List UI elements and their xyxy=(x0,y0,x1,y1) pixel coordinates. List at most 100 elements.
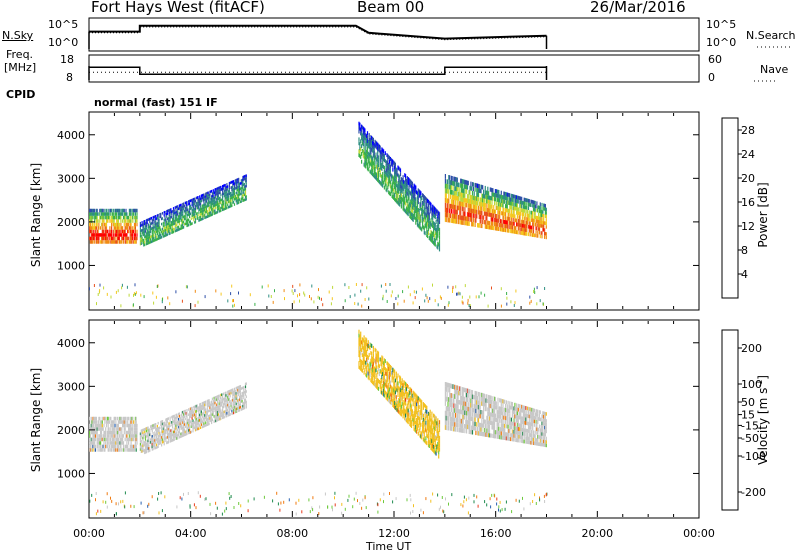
scatter-cell xyxy=(194,421,196,424)
scatter-cell xyxy=(370,150,372,155)
scatter-cell xyxy=(105,416,107,421)
scatter-cell xyxy=(132,448,134,452)
speckle-cell xyxy=(194,304,196,308)
scatter-cell xyxy=(126,233,128,237)
scatter-cell xyxy=(504,228,506,232)
scatter-cell xyxy=(144,445,147,449)
scatter-cell xyxy=(91,437,93,442)
scatter-cell xyxy=(383,358,385,363)
scatter-cell xyxy=(361,141,363,146)
scatter-cell xyxy=(373,170,375,175)
scatter-cell xyxy=(244,404,246,407)
scatter-cell xyxy=(494,193,496,198)
scatter-cell xyxy=(89,444,91,449)
scatter-cell xyxy=(128,434,130,438)
scatter-cell xyxy=(491,217,493,222)
scatter-cell xyxy=(188,421,190,424)
scatter-cell xyxy=(213,212,215,215)
scatter-cell xyxy=(431,215,433,220)
scatter-cell xyxy=(516,211,518,215)
scatter-cell xyxy=(146,229,148,232)
scatter-cell xyxy=(206,407,208,411)
scatter-cell xyxy=(508,212,510,217)
scatter-cell xyxy=(120,222,122,227)
scatter-cell xyxy=(210,403,212,407)
scatter-cell xyxy=(476,200,478,206)
scatter-cell xyxy=(503,215,505,220)
scatter-cell xyxy=(128,448,130,452)
scatter-cell xyxy=(110,208,112,213)
scatter-cell xyxy=(186,414,188,417)
scatter-cell xyxy=(148,241,150,245)
scatter-cell xyxy=(471,199,473,205)
scatter-cell xyxy=(410,396,413,401)
scatter-cell xyxy=(367,375,369,380)
scatter-cell xyxy=(195,423,197,426)
scatter-cell xyxy=(238,404,240,407)
scatter-cell xyxy=(195,428,197,431)
scatter-cell xyxy=(211,418,213,422)
scatter-cell xyxy=(227,393,230,396)
scatter-cell xyxy=(92,208,94,213)
scatter-cell xyxy=(482,202,484,207)
scatter-cell xyxy=(118,416,120,421)
scatter-cell xyxy=(169,232,171,235)
scatter-cell xyxy=(159,231,161,234)
scatter-cell xyxy=(94,448,96,452)
scatter-cell xyxy=(520,208,522,212)
scatter-cell xyxy=(374,375,376,380)
scatter-cell xyxy=(388,367,391,372)
scatter-cell xyxy=(231,412,233,415)
scatter-cell xyxy=(475,213,477,219)
scatter-cell xyxy=(161,230,164,233)
scatter-cell xyxy=(420,203,422,207)
scatter-cell xyxy=(158,434,160,438)
scatter-cell xyxy=(172,210,174,213)
scatter-cell xyxy=(168,219,170,222)
scatter-cell xyxy=(132,416,134,421)
scatter-cell xyxy=(390,389,392,394)
scatter-cell xyxy=(513,206,515,211)
scatter-cell xyxy=(438,235,441,240)
scatter-cell xyxy=(143,238,145,242)
scatter-cell xyxy=(491,225,493,230)
scatter-cell xyxy=(384,151,386,156)
scatter-cell xyxy=(122,434,125,438)
scatter-cell xyxy=(386,176,388,181)
scatter-cell xyxy=(220,209,222,212)
scatter-cell xyxy=(504,224,506,228)
scatter-cell xyxy=(175,221,177,225)
scatter-cell xyxy=(171,431,173,435)
scatter-cell xyxy=(366,343,369,348)
scatter-cell xyxy=(134,437,136,442)
scatter-cell xyxy=(124,437,126,442)
scatter-cell xyxy=(370,366,372,371)
scatter-cell xyxy=(378,372,380,377)
scatter-cell xyxy=(132,233,134,237)
scatter-cell xyxy=(239,387,241,391)
scatter-cell xyxy=(396,407,398,412)
scatter-cell xyxy=(192,198,194,201)
scatter-cell xyxy=(176,413,178,417)
scatter-cell xyxy=(394,186,396,191)
scatter-cell xyxy=(226,412,228,415)
scatter-cell xyxy=(143,433,145,437)
scatter-cell xyxy=(519,211,521,216)
scatter-cell xyxy=(220,396,222,399)
scatter-cell xyxy=(480,197,482,202)
scatter-cell xyxy=(401,197,403,202)
scatter-cell xyxy=(508,208,510,213)
scatter-cell xyxy=(200,410,202,414)
scatter-cell xyxy=(233,403,235,407)
scatter-cell xyxy=(196,422,198,426)
scatter-cell xyxy=(105,222,107,227)
scatter-cell xyxy=(126,215,128,220)
scatter-cell xyxy=(144,448,147,452)
scatter-cell xyxy=(167,209,169,212)
scatter-cell xyxy=(191,214,193,217)
scatter-cell xyxy=(100,215,102,220)
scatter-cell xyxy=(129,444,131,449)
scatter-cell xyxy=(219,209,221,213)
scatter-cell xyxy=(430,234,432,238)
scatter-cell xyxy=(126,434,128,438)
